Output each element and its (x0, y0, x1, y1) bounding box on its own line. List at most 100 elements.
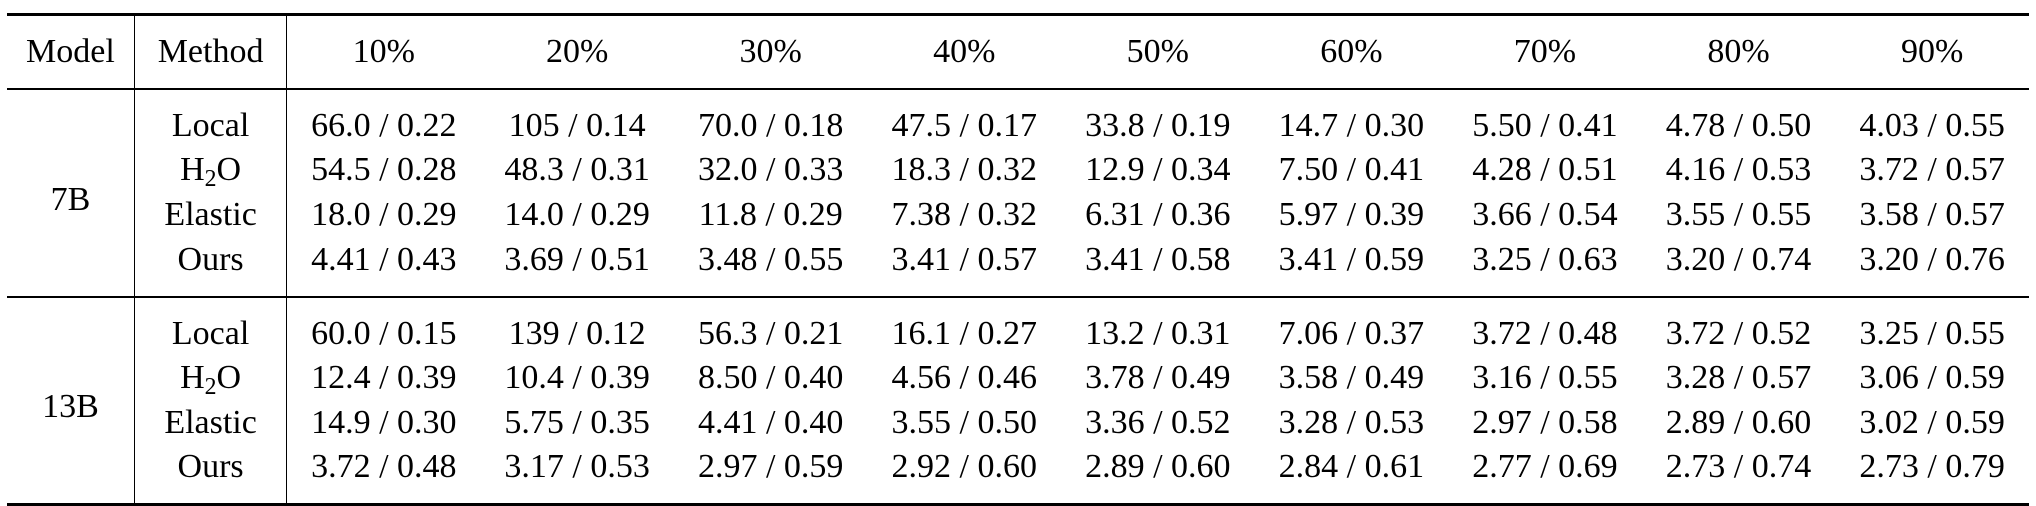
table-cell: 4.16 / 0.53 (1665, 151, 1812, 188)
table-cell: 12.4 / 0.39 (311, 359, 457, 396)
table-cell: 3.66 / 0.54 (1472, 196, 1618, 233)
table-cell: 48.3 / 0.31 (504, 151, 650, 188)
table-cell: 66.0 / 0.22 (286, 87, 481, 148)
table-cell: 105 / 0.14 (480, 87, 674, 148)
method-label: H2O (134, 355, 288, 401)
table-cell: 5.50 / 0.41 (1448, 87, 1642, 148)
table-cell: 14.0 / 0.29 (504, 196, 650, 233)
table-cell: 3.16 / 0.55 (1472, 359, 1618, 396)
method-label: H2O (134, 147, 288, 193)
table-cell: 10.4 / 0.39 (504, 359, 650, 396)
method-label: Local (134, 295, 288, 356)
table-cell: 4.78 / 0.50 (1641, 87, 1836, 148)
table-cell: 3.55 / 0.55 (1665, 196, 1812, 233)
results-table: Model Method 10% 20% 30% 40% 50% 60% 70%… (7, 13, 2029, 506)
table-cell: 5.75 / 0.35 (504, 404, 650, 441)
table-cell: 3.72 / 0.52 (1641, 295, 1836, 356)
table-cell-best: 2.89 / 0.60 (1085, 448, 1231, 486)
table-cell-best: 3.25 / 0.63 (1472, 240, 1618, 278)
header-row: Model Method 10% 20% 30% 40% 50% 60% 70%… (7, 14, 2029, 89)
header-col-60: 60% (1320, 32, 1383, 70)
table-cell: 54.5 / 0.28 (311, 151, 457, 188)
table-cell: 3.02 / 0.59 (1859, 404, 2005, 441)
table-cell: 4.03 / 0.55 (1835, 87, 2029, 148)
method-label: Elastic (134, 192, 288, 238)
table-cell: 5.97 / 0.39 (1278, 196, 1425, 233)
table-cell-best: 2.97 / 0.59 (697, 448, 844, 486)
table-cell-best: 3.20 / 0.74 (1665, 240, 1812, 278)
table-cell: 3.28 / 0.57 (1665, 359, 1812, 396)
table-cell: 7.06 / 0.37 (1254, 295, 1449, 356)
table-cell: 3.58 / 0.49 (1278, 359, 1425, 396)
table-cell-best: 3.41 / 0.58 (1085, 240, 1231, 278)
table-cell: 3.58 / 0.57 (1859, 196, 2005, 233)
table-cell: 4.41 / 0.40 (697, 404, 844, 441)
method-label-subscript: 2 (204, 165, 217, 192)
header-col-40: 40% (933, 32, 996, 70)
table-cell: 32.0 / 0.33 (697, 151, 844, 188)
table-cell: 13.2 / 0.31 (1061, 295, 1255, 356)
table-cell: 7.50 / 0.41 (1278, 151, 1425, 188)
table-cell: 3.78 / 0.49 (1085, 359, 1231, 396)
table-cell-best: 3.20 / 0.76 (1859, 240, 2005, 278)
header-col-90: 90% (1900, 32, 1964, 70)
table-cell-best: 4.41 / 0.43 (311, 240, 457, 278)
header-col-80: 80% (1707, 32, 1770, 70)
table-cell-best: 3.72 / 0.48 (311, 448, 457, 486)
table-row: 7B Local 66.0 / 0.22 105 / 0.14 70.0 / 0… (7, 87, 2029, 297)
table-cell: 33.8 / 0.19 (1061, 87, 1255, 148)
header-col-20: 20% (545, 32, 609, 70)
header-col-70: 70% (1513, 32, 1577, 70)
table-cell: 6.31 / 0.36 (1085, 196, 1231, 233)
table-cell: 3.36 / 0.52 (1085, 404, 1231, 441)
table-cell-best: 3.48 / 0.55 (697, 240, 844, 278)
table-cell: 18.0 / 0.29 (311, 196, 457, 233)
method-label-o: O (216, 359, 242, 396)
table-cell: 3.72 / 0.48 (1448, 295, 1642, 356)
header-col-30: 30% (739, 32, 802, 70)
table-cell-best: 2.84 / 0.61 (1278, 448, 1425, 486)
method-label-h: H (180, 359, 205, 396)
table-cell: 2.89 / 0.60 (1665, 404, 1812, 441)
table-row: Ours 3.72 / 0.48 3.17 / 0.53 2.97 / 0.59… (7, 445, 2029, 505)
table-cell-best: 3.69 / 0.51 (504, 240, 650, 278)
table-cell: 3.06 / 0.59 (1859, 359, 2005, 396)
table-cell: 3.25 / 0.55 (1835, 295, 2029, 356)
method-label: Ours (134, 445, 288, 505)
method-label-subscript: 2 (204, 373, 217, 400)
table-cell: 16.1 / 0.27 (867, 295, 1062, 356)
header-col-50: 50% (1126, 32, 1189, 70)
method-label-h: H (180, 151, 205, 188)
table-cell: 3.55 / 0.50 (891, 404, 1037, 441)
model-label-7b: 7B (7, 87, 135, 297)
header-col-10: 10% (352, 32, 415, 70)
table-row: Ours 4.41 / 0.43 3.69 / 0.51 3.48 / 0.55… (7, 237, 2029, 297)
table-cell: 12.9 / 0.34 (1085, 151, 1231, 188)
table-cell: 7.38 / 0.32 (891, 196, 1037, 233)
table-cell: 18.3 / 0.32 (891, 151, 1037, 188)
table-cell-best: 3.41 / 0.59 (1278, 240, 1425, 278)
table-cell: 4.28 / 0.51 (1472, 151, 1618, 188)
header-model: Model (7, 14, 135, 89)
table-cell: 8.50 / 0.40 (697, 359, 844, 396)
model-label-13b: 13B (7, 295, 135, 505)
table-row: H2O 54.5 / 0.28 48.3 / 0.31 32.0 / 0.33 … (7, 147, 2029, 193)
table-cell-best: 3.17 / 0.53 (504, 448, 650, 486)
table-cell: 3.72 / 0.57 (1859, 151, 2005, 188)
table-cell: 2.97 / 0.58 (1472, 404, 1618, 441)
table-row: H2O 12.4 / 0.39 10.4 / 0.39 8.50 / 0.40 … (7, 355, 2029, 401)
table-cell: 11.8 / 0.29 (698, 196, 843, 233)
table-cell: 4.56 / 0.46 (891, 359, 1037, 396)
table-cell: 139 / 0.12 (480, 295, 674, 356)
method-label: Ours (134, 237, 288, 297)
table-cell: 47.5 / 0.17 (867, 87, 1062, 148)
table-row: Elastic 18.0 / 0.29 14.0 / 0.29 11.8 / 0… (7, 192, 2029, 238)
table-cell-best: 2.92 / 0.60 (891, 448, 1037, 486)
table-cell-best: 2.77 / 0.69 (1472, 448, 1618, 486)
table-cell: 70.0 / 0.18 (673, 87, 868, 148)
table-cell: 56.3 / 0.21 (673, 295, 868, 356)
table-cell-best: 2.73 / 0.79 (1859, 448, 2005, 486)
table-cell-best: 2.73 / 0.74 (1665, 448, 1812, 486)
method-label: Elastic (134, 400, 288, 446)
method-label: Local (134, 87, 288, 148)
